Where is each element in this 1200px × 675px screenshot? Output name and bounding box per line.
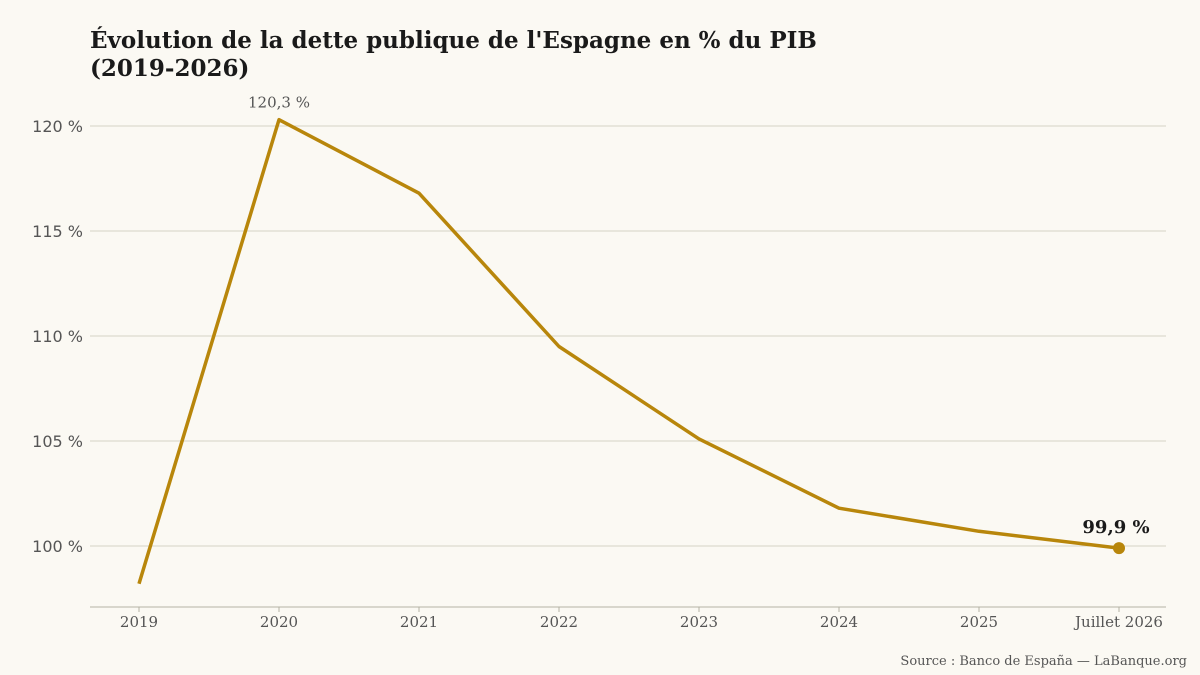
x-tick-label: 2019: [120, 613, 158, 631]
x-tick-label: 2021: [400, 613, 438, 631]
peak-value-label: 120,3 %: [248, 94, 310, 112]
y-tick-label: 120 %: [32, 117, 83, 136]
y-tick-label: 115 %: [32, 222, 83, 241]
x-tick-label: 2020: [260, 613, 298, 631]
x-tick-label: 2022: [540, 613, 578, 631]
data-annotations: 120,3 % 99,9 %: [248, 94, 1150, 538]
x-tick-label: Juillet 2026: [1073, 613, 1163, 631]
x-tick-label: 2023: [680, 613, 718, 631]
y-tick-labels: 100 % 105 % 110 % 115 % 120 %: [32, 117, 83, 556]
source-note: Source : Banco de España — LaBanque.org: [900, 654, 1187, 669]
y-tick-label: 100 %: [32, 537, 83, 556]
chart-title-line-2: (2019-2026): [90, 55, 249, 82]
x-tick-label: 2024: [820, 613, 858, 631]
chart-title-line-1: Évolution de la dette publique de l'Espa…: [90, 27, 817, 54]
last-value-label: 99,9 %: [1082, 517, 1149, 538]
last-point-marker: [1113, 542, 1125, 555]
y-gridlines: [90, 125, 1166, 547]
debt-series-line: [137, 117, 1120, 585]
x-tick-label: 2025: [960, 613, 998, 631]
x-tick-labels: 2019 2020 2021 2022 2023 2024 2025 Juillet 2026: [120, 607, 1163, 631]
series-markers: [1113, 542, 1125, 555]
y-tick-label: 110 %: [32, 327, 83, 346]
y-tick-label: 105 %: [32, 432, 83, 451]
